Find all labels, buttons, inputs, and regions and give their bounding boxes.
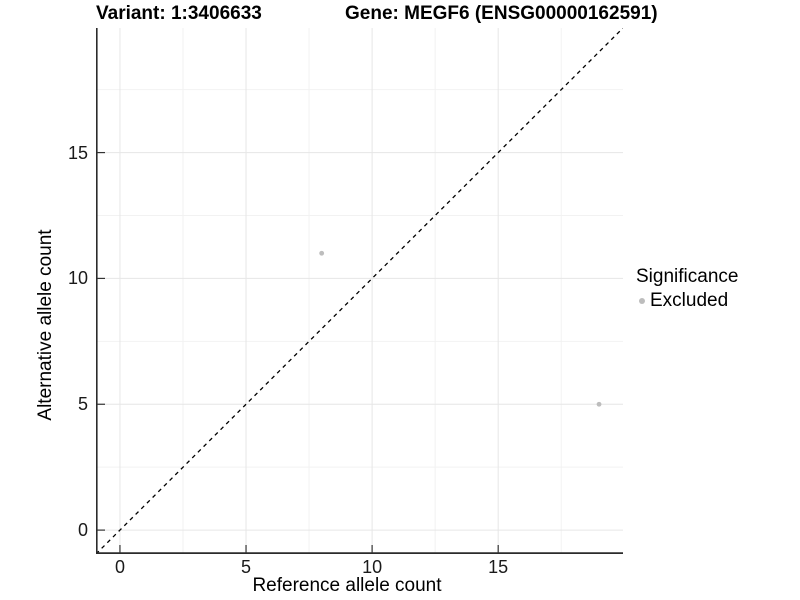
plot-title-gene: Gene: MEGF6 (ENSG00000162591) xyxy=(345,3,658,24)
legend: Significance Excluded xyxy=(636,266,738,312)
data-point xyxy=(596,401,602,407)
legend-item-excluded: Excluded xyxy=(636,290,738,312)
y-axis-title: Alternative allele count xyxy=(35,229,56,421)
x-tick-label: 0 xyxy=(114,557,125,577)
chart-canvas xyxy=(95,27,624,555)
y-tick-label: 10 xyxy=(67,268,88,289)
identity-line xyxy=(95,27,624,555)
x-tick-label: 15 xyxy=(488,557,509,577)
y-tick-label: 15 xyxy=(67,142,88,163)
x-axis-title: Reference allele count xyxy=(252,575,442,596)
legend-item-label: Excluded xyxy=(650,290,729,311)
x-tick-label: 5 xyxy=(241,557,252,577)
y-tick-label: 5 xyxy=(77,394,88,415)
legend-point-swatch-icon xyxy=(639,298,645,304)
plot-title-variant: Variant: 1:3406633 xyxy=(96,3,262,24)
y-tick-label: 0 xyxy=(77,520,88,541)
data-point xyxy=(319,250,325,256)
x-tick-label: 10 xyxy=(362,557,383,577)
legend-title: Significance xyxy=(636,266,739,287)
plot-panel xyxy=(95,27,624,555)
